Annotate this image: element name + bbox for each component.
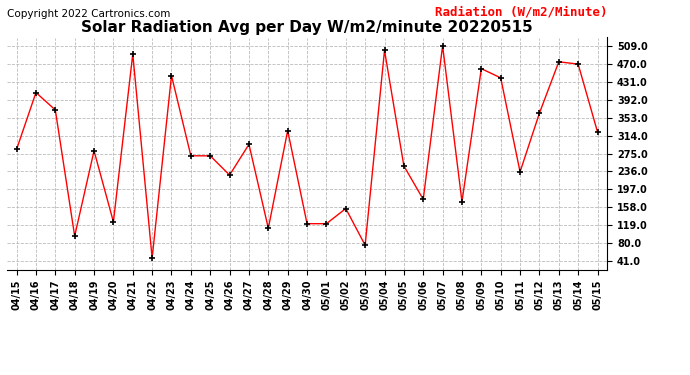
Text: Copyright 2022 Cartronics.com: Copyright 2022 Cartronics.com [7, 9, 170, 19]
Title: Solar Radiation Avg per Day W/m2/minute 20220515: Solar Radiation Avg per Day W/m2/minute … [81, 20, 533, 35]
Text: Radiation (W/m2/Minute): Radiation (W/m2/Minute) [435, 6, 607, 19]
